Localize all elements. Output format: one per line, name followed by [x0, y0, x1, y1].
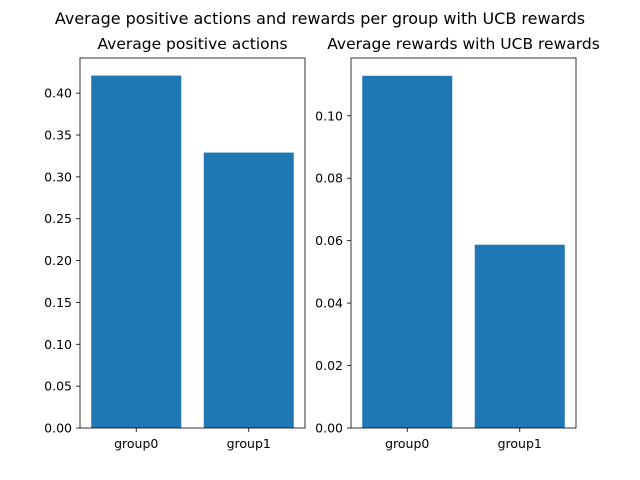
x-tick-label: group1 [498, 436, 542, 451]
bar-group1 [203, 152, 294, 428]
y-tick-label: 0.00 [315, 421, 343, 436]
y-tick-label: 0.20 [44, 253, 72, 268]
y-tick-label: 0.04 [315, 296, 343, 311]
figure-title: Average positive actions and rewards per… [55, 9, 585, 28]
y-tick-label: 0.35 [44, 128, 72, 143]
y-tick-label: 0.15 [44, 295, 72, 310]
axes-frame [350, 57, 577, 429]
bar-group0 [91, 75, 182, 428]
y-tick-label: 0.05 [44, 379, 72, 394]
y-tick-label: 0.25 [44, 211, 72, 226]
y-tick-label: 0.10 [44, 337, 72, 352]
chart-average-rewards-ucb: Average rewards with UCB rewards group0 gr… [315, 35, 600, 451]
y-tick-label: 0.30 [44, 169, 72, 184]
y-tick-label: 0.40 [44, 86, 72, 101]
y-tick-label: 0.06 [315, 233, 343, 248]
x-tick-label: group0 [385, 436, 429, 451]
axes-frame [79, 57, 306, 429]
y-tick-label: 0.10 [315, 108, 343, 123]
chart-average-positive-actions: Average positive actions group0 group1 0.00… [44, 35, 306, 451]
subplot-title: Average positive actions [97, 35, 287, 53]
y-tick-label: 0.02 [315, 358, 343, 373]
bar-group1 [474, 244, 565, 428]
y-tick-label: 0.08 [315, 171, 343, 186]
x-tick-label: group1 [227, 436, 271, 451]
y-tick-label: 0.00 [44, 421, 72, 436]
x-tick-label: group0 [114, 436, 158, 451]
subplot-title: Average rewards with UCB rewards [327, 35, 600, 53]
bar-group0 [362, 75, 453, 428]
